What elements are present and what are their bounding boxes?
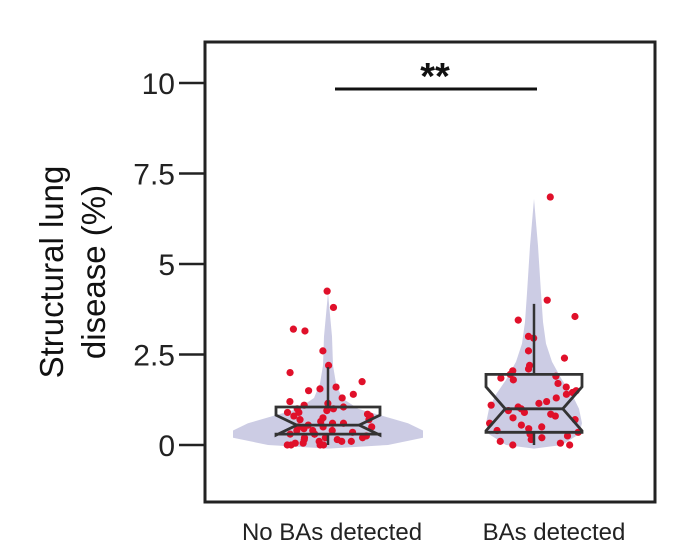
data-point [283,408,292,417]
data-point [358,434,367,442]
y-tick-label: 2.5 [133,340,175,373]
data-point [538,423,546,431]
data-point [286,397,294,406]
data-point [538,434,546,442]
plot-frame [203,40,657,504]
data-point [323,287,331,295]
data-point [487,401,495,409]
data-point [552,394,560,402]
data-point [286,369,294,377]
data-point [571,312,579,321]
y-axis-label-line-1: Structural lung [33,166,70,379]
data-point [566,441,574,449]
data-point [319,347,327,355]
y-axis: 0 2.5 5 7.5 10 [133,68,205,463]
data-point [347,437,355,445]
data-point [496,437,504,445]
data-point [562,390,571,398]
data-point [509,414,517,422]
data-point [283,441,291,449]
points-layer [283,193,582,449]
data-point [517,421,525,429]
boxes-layer [274,303,584,445]
significance-marker: ** [420,56,450,98]
data-point [556,439,564,447]
data-point [551,412,559,420]
data-point [524,347,533,355]
box-notched [484,373,584,434]
x-category-label: BAs detected [483,519,626,546]
x-axis-categories: No BAs detected BAs detected [242,519,625,546]
data-point [497,374,505,382]
box-notched [274,405,382,438]
data-point [317,417,325,426]
y-axis-label-line-2: disease (%) [75,185,112,359]
data-point [293,426,301,435]
y-axis-label: Structural lung disease (%) [33,166,112,379]
data-point [316,441,324,449]
data-point [324,361,333,369]
data-point [349,390,357,398]
y-tick-label: 7.5 [133,159,175,192]
data-point [509,376,517,384]
data-point [520,408,529,417]
data-point [296,416,304,424]
data-point [332,383,340,391]
data-point [329,303,338,312]
y-tick-label: 5 [158,249,175,282]
data-point [543,397,551,406]
data-point [289,325,297,333]
data-point [560,354,569,362]
data-point [300,425,308,433]
data-point [509,441,517,449]
data-point [543,296,551,304]
data-point [328,426,336,435]
data-point [301,327,309,335]
data-point [554,379,562,388]
data-point [316,385,324,393]
data-point [535,399,543,407]
data-point [299,439,307,447]
data-point [546,193,554,201]
data-point [514,316,522,324]
data-point [323,407,331,415]
data-point [338,394,346,402]
data-point [562,383,570,391]
y-tick-label: 0 [158,430,175,463]
data-point [304,387,313,395]
data-point [295,408,303,417]
y-tick-label: 10 [142,68,175,101]
data-point [525,425,533,433]
data-point [524,365,533,373]
data-point [358,378,366,386]
data-point [338,437,346,445]
x-category-label: No BAs detected [242,519,422,546]
data-point [563,432,572,440]
data-point [290,412,298,420]
